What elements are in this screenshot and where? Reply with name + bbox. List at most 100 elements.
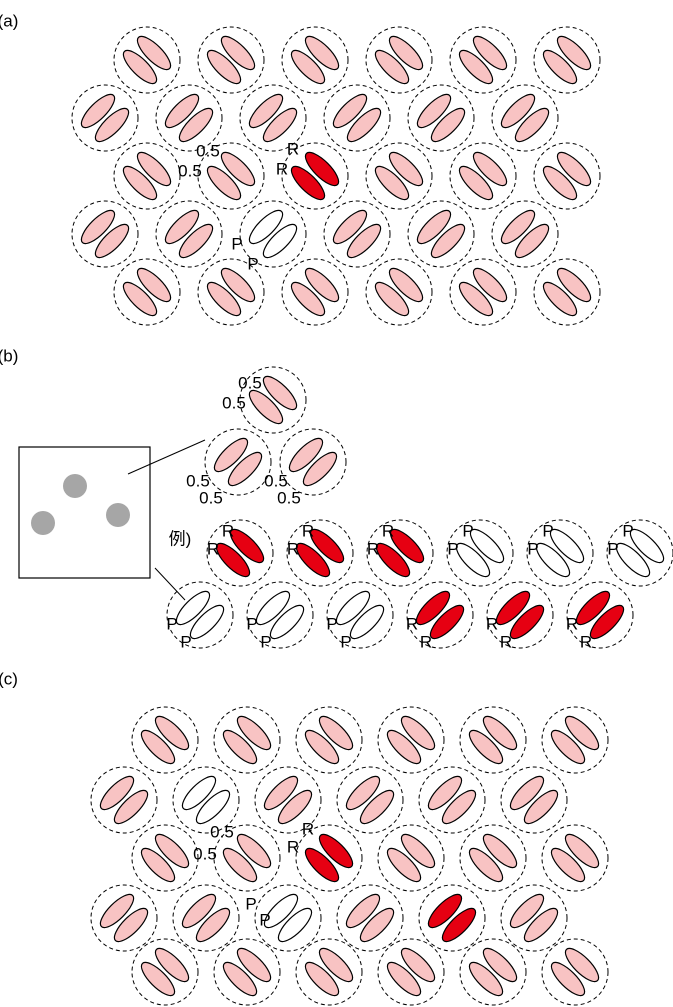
cell <box>408 201 474 267</box>
cell-ring <box>492 201 558 267</box>
cell <box>296 939 362 1005</box>
cell <box>198 27 264 93</box>
cell-ring <box>214 707 280 773</box>
cell-ring <box>460 825 526 891</box>
annotation: P <box>447 539 458 558</box>
annotation: R <box>420 632 432 651</box>
cell <box>408 85 474 151</box>
cell-ring <box>501 767 567 833</box>
annotation: R <box>580 632 592 651</box>
cell <box>114 143 180 209</box>
cell-ring <box>492 85 558 151</box>
cell-ring <box>450 259 516 325</box>
cell-ring <box>542 825 608 891</box>
annotation: P <box>340 632 351 651</box>
annotation: R <box>207 539 219 558</box>
cell-ring <box>72 201 138 267</box>
cell <box>337 767 403 833</box>
annotation: 0.5 <box>277 488 301 507</box>
cell-ring <box>419 767 485 833</box>
annotation: 0.5 <box>238 373 262 392</box>
annotation: P <box>259 910 270 929</box>
cell-ring <box>378 939 444 1005</box>
annotation: 0.5 <box>222 393 246 412</box>
annotation: R <box>566 614 578 633</box>
cell-ring <box>460 939 526 1005</box>
cell <box>132 707 198 773</box>
annotation: R <box>222 521 234 540</box>
cell-ring <box>408 85 474 151</box>
cell-ring <box>408 201 474 267</box>
cell <box>91 885 157 951</box>
cell-ring <box>324 201 390 267</box>
cell <box>492 201 558 267</box>
cell <box>214 707 280 773</box>
cell-ring <box>419 885 485 951</box>
cell-ring <box>114 143 180 209</box>
annotation: R <box>406 614 418 633</box>
cell-ring <box>282 259 348 325</box>
figure: (a)(b)(c)例)0.50.5RRPP0.50.50.50.50.50.5R… <box>0 0 673 1007</box>
cell-ring <box>366 27 432 93</box>
annotation: R <box>276 159 288 178</box>
cell-ring <box>132 939 198 1005</box>
cell-ring <box>501 885 567 951</box>
cell <box>419 767 485 833</box>
annotation: P <box>247 254 258 273</box>
annotation: R <box>500 632 512 651</box>
annotation: P <box>180 632 191 651</box>
annotation: P <box>260 632 271 651</box>
cell-ring <box>198 27 264 93</box>
annotation: 0.5 <box>196 141 220 160</box>
annotation: 0.5 <box>193 844 217 863</box>
annotation: P <box>166 614 177 633</box>
cell <box>72 201 138 267</box>
annotation: P <box>462 521 473 540</box>
annotation: R <box>486 614 498 633</box>
zoom-line <box>155 568 185 600</box>
annotation: R <box>382 521 394 540</box>
cell-ring <box>366 259 432 325</box>
cell-ring <box>282 27 348 93</box>
cell <box>156 201 222 267</box>
annotation: R <box>287 139 299 158</box>
cell <box>534 143 600 209</box>
cell-ring <box>156 201 222 267</box>
cell <box>542 707 608 773</box>
cell <box>501 767 567 833</box>
cell-ring <box>450 27 516 93</box>
particle <box>63 474 87 498</box>
cell <box>282 259 348 325</box>
cell <box>337 885 403 951</box>
cell-ring <box>542 939 608 1005</box>
annotation: R <box>287 837 299 856</box>
cell-ring <box>450 143 516 209</box>
cell <box>114 27 180 93</box>
cell <box>378 939 444 1005</box>
cell-ring <box>366 143 432 209</box>
cell-ring <box>296 707 362 773</box>
cell <box>542 825 608 891</box>
cell-ring <box>534 27 600 93</box>
panel-label: (a) <box>0 11 18 30</box>
cell <box>280 429 346 495</box>
cell-ring <box>296 939 362 1005</box>
cell <box>282 27 348 93</box>
annotation: 0.5 <box>210 822 234 841</box>
cell <box>173 885 239 951</box>
cell <box>366 259 432 325</box>
panel-label: (c) <box>0 669 18 688</box>
cell-ring <box>534 143 600 209</box>
annotation: P <box>542 521 553 540</box>
cell <box>132 939 198 1005</box>
cell <box>296 707 362 773</box>
annotation: P <box>607 539 618 558</box>
cell-ring <box>132 707 198 773</box>
cell <box>534 27 600 93</box>
cell-ring <box>114 259 180 325</box>
cell <box>378 825 444 891</box>
annotation: R <box>367 539 379 558</box>
cell <box>378 707 444 773</box>
panel-label: (b) <box>0 346 18 365</box>
particle <box>106 503 130 527</box>
